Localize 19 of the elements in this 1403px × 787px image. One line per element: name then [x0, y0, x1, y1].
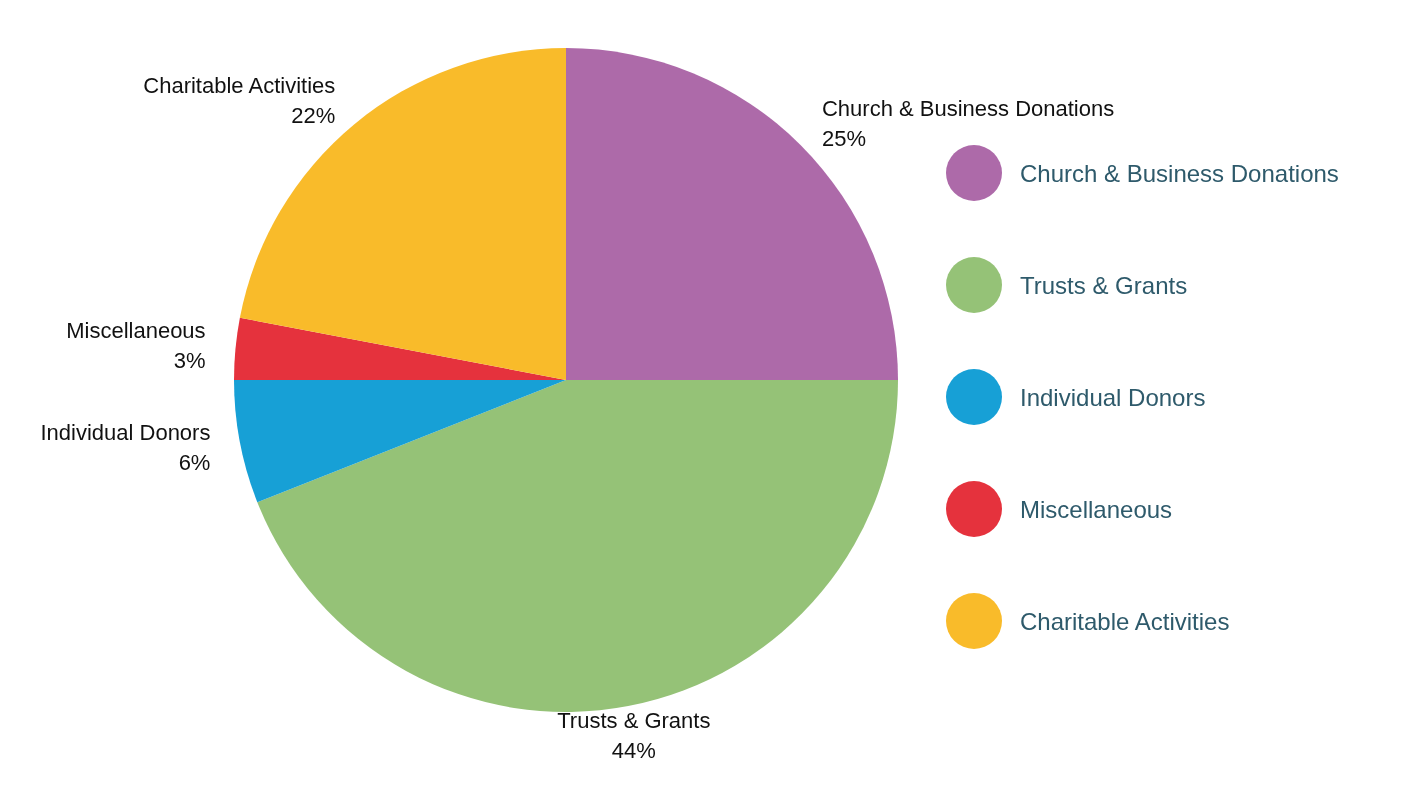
slice-label: Church & Business Donations	[821, 96, 1115, 122]
slice-label: Miscellaneous	[66, 317, 206, 343]
data-label: 44%	[611, 737, 656, 763]
pie-slice	[234, 380, 566, 503]
data-label: 3%	[173, 347, 206, 373]
slice-label: Charitable Activities	[143, 73, 336, 99]
data-label: 6%	[178, 449, 211, 475]
pie-slice	[257, 380, 898, 712]
pie-slice	[234, 317, 566, 380]
slice-label: Individual Donors	[40, 419, 211, 445]
legend-label: Miscellaneous	[1020, 496, 1173, 523]
legend-label: Individual Donors	[1020, 384, 1206, 411]
legend-label: Church & Business Donations	[1020, 160, 1339, 187]
pie-slice	[566, 48, 898, 380]
legend-label: Charitable Activities	[1020, 608, 1230, 635]
data-label: 25%	[821, 126, 867, 152]
slice-label: Trusts & Grants	[557, 707, 711, 733]
data-label: 22%	[291, 103, 336, 129]
legend-label: Trusts & Grants	[1020, 272, 1188, 299]
